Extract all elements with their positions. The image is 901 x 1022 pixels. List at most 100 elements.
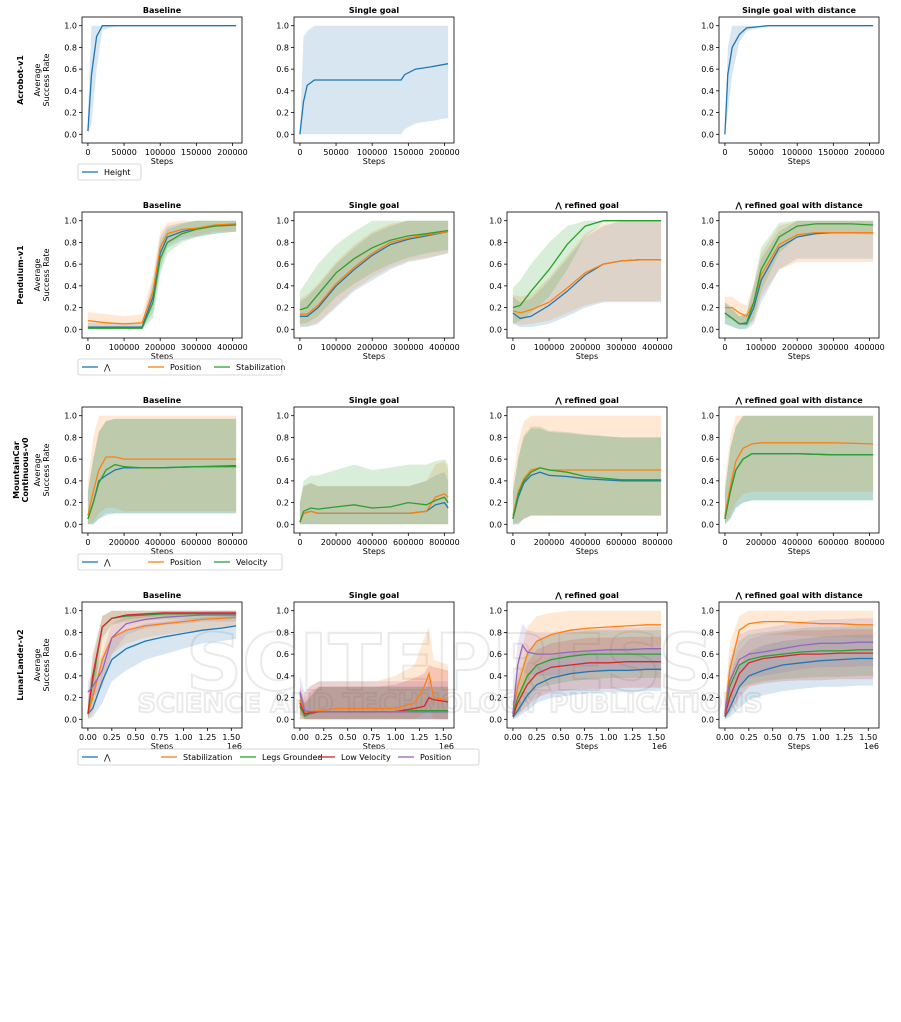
series-line-blue xyxy=(512,471,662,520)
row-label: Acrobot-v1 xyxy=(16,55,25,105)
x-tick-label: 100000 xyxy=(145,148,176,157)
plot-area xyxy=(87,415,237,525)
plot-area xyxy=(724,25,874,135)
series-line-orange xyxy=(512,259,662,314)
band-red xyxy=(87,610,237,720)
panel-frame xyxy=(718,211,880,339)
x-tick-label: 1.25 xyxy=(198,733,216,742)
row-label: LunarLander-v2 xyxy=(16,629,25,700)
panel-0: Baseline 0.0 0.2 0.4 0.6 0.8 1.0 0 100000 200000 3… xyxy=(33,201,248,361)
panel-3: ⋀ refined goal with distance 0.0 0.2 0.4 0.6… xyxy=(701,591,880,751)
plot-area xyxy=(724,415,874,525)
y-tick-label: 0.6 xyxy=(701,65,714,74)
y-tick-label: 0.2 xyxy=(489,499,502,508)
row-label-line: Continuous-v0 xyxy=(21,437,30,503)
legend-box xyxy=(77,553,283,571)
y-axis-label-line: Average xyxy=(33,64,42,97)
legend-box xyxy=(77,358,283,376)
watermark: SCITEPRESS SCIENCE AND TECHNOLOGY PUBLIC… xyxy=(136,618,763,720)
x-axis-label: Steps xyxy=(151,547,173,556)
x-tick-label: 0.50 xyxy=(764,733,782,742)
x-tick-label: 0 xyxy=(85,343,90,352)
x-offset-label: 1e6 xyxy=(864,742,879,751)
y-axis-label-line: Success Rate xyxy=(42,248,51,301)
x-tick-label: 100000 xyxy=(357,148,388,157)
band-blue xyxy=(87,220,237,330)
x-tick-label: 200000 xyxy=(109,538,140,547)
y-tick-label: 0.6 xyxy=(701,260,714,269)
legend: ⋀ Position Velocity xyxy=(77,553,283,571)
x-tick-label: 200000 xyxy=(357,343,388,352)
band-blue xyxy=(87,418,237,525)
x-tick-label: 1.25 xyxy=(623,733,641,742)
y-tick-label: 0.8 xyxy=(701,628,714,637)
row-0: Acrobot-v1 Baseline 0.0 0.2 0.4 0.6 0.8 1.0 0 500… xyxy=(16,6,885,181)
y-tick-label: 0.2 xyxy=(64,109,77,118)
band-green xyxy=(87,418,237,525)
band-orange xyxy=(724,220,874,327)
x-tick-label: 100000 xyxy=(782,148,813,157)
plot-area xyxy=(299,459,449,525)
y-tick-label: 0.4 xyxy=(701,282,714,291)
panel-2: ⋀ refined goal 0.0 0.2 0.4 0.6 0.8 1.0 0.00 0.25… xyxy=(489,591,668,751)
y-tick-label: 1.0 xyxy=(276,22,289,31)
y-tick-label: 0.2 xyxy=(701,499,714,508)
y-tick-label: 1.0 xyxy=(276,607,289,616)
y-tick-label: 0.0 xyxy=(64,130,77,139)
legend-label: Position xyxy=(170,363,201,372)
band-blue xyxy=(724,634,874,720)
x-tick-label: 1.25 xyxy=(835,733,853,742)
panel-1: Single goal 0.0 0.2 0.4 0.6 0.8 1.0 0 50000 10000… xyxy=(276,6,459,166)
x-tick-label: 0 xyxy=(510,343,515,352)
band-orange xyxy=(299,627,449,720)
x-tick-label: 0.50 xyxy=(127,733,145,742)
x-tick-label: 0 xyxy=(722,538,727,547)
y-tick-label: 0.2 xyxy=(64,694,77,703)
panel-3: ⋀ refined goal with distance 0.0 0.2 0.4 0.6… xyxy=(701,201,884,361)
x-tick-label: 0 xyxy=(722,343,727,352)
y-axis-label: AverageSuccess Rate xyxy=(33,443,51,496)
y-tick-label: 0.8 xyxy=(701,43,714,52)
band-green xyxy=(299,459,449,525)
legend-label: Low Velocity xyxy=(341,753,391,762)
row-2: MountainCarContinuous-v0 Baseline 0.0 0.2 0.… xyxy=(12,396,885,571)
plot-area xyxy=(724,220,874,330)
x-axis-label: Steps xyxy=(788,157,810,166)
watermark-line-1: SCITEPRESS xyxy=(186,619,714,709)
y-tick-label: 0.0 xyxy=(489,520,502,529)
row-label-line: MountainCar xyxy=(12,441,21,499)
y-tick-label: 0.6 xyxy=(64,650,77,659)
legend-box xyxy=(77,163,142,181)
x-tick-label: 0 xyxy=(85,538,90,547)
x-tick-label: 0 xyxy=(510,538,515,547)
plot-area xyxy=(87,25,237,135)
x-tick-label: 1.00 xyxy=(387,733,405,742)
series-line-green xyxy=(512,467,662,520)
y-tick-label: 0.6 xyxy=(701,650,714,659)
x-axis-label: Steps xyxy=(576,547,598,556)
panel-frame xyxy=(81,406,243,534)
y-axis-label-line: Success Rate xyxy=(42,53,51,106)
panel-frame xyxy=(506,406,668,534)
band-orange xyxy=(512,610,662,720)
band-orange xyxy=(299,220,449,327)
x-tick-label: 400000 xyxy=(570,538,601,547)
y-tick-label: 0.0 xyxy=(276,520,289,529)
y-axis-label-line: Success Rate xyxy=(42,443,51,496)
series-line-orange xyxy=(724,442,874,516)
y-tick-label: 0.0 xyxy=(276,715,289,724)
y-tick-label: 0.0 xyxy=(489,715,502,724)
x-tick-label: 0 xyxy=(297,343,302,352)
y-tick-label: 1.0 xyxy=(64,607,77,616)
y-tick-label: 0.6 xyxy=(489,260,502,269)
band-blue xyxy=(512,647,662,720)
band-orange xyxy=(87,220,237,328)
x-tick-label: 150000 xyxy=(393,148,424,157)
y-tick-label: 0.8 xyxy=(276,433,289,442)
legend-label: Legs Grounded xyxy=(262,753,322,762)
row-label-line: Acrobot-v1 xyxy=(16,55,25,105)
series-line-green xyxy=(299,229,449,311)
x-axis-label: Steps xyxy=(151,157,173,166)
series-line-blue xyxy=(299,230,449,317)
panel-title: Single goal xyxy=(349,201,400,210)
